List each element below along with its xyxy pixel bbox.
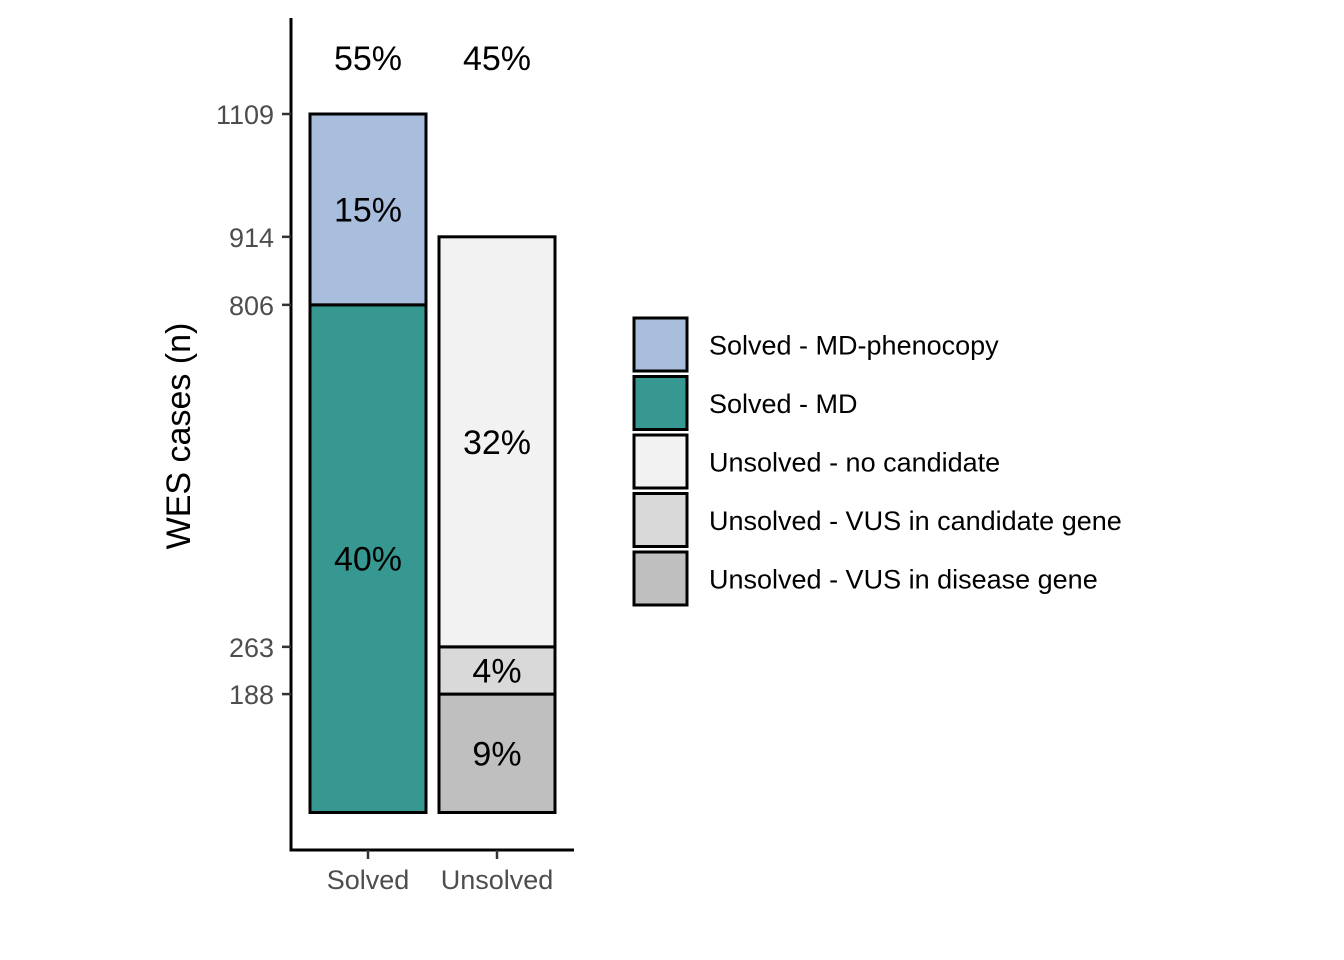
legend-key-unsolved-vus-in-candidate-gene [632, 492, 689, 548]
legend-key-solved-md-phenocopy [632, 316, 689, 373]
bar-segment-unsolved-no-candidate [437, 235, 557, 649]
legend-key-unsolved-no-candidate [632, 433, 689, 490]
bar-segment-unsolved-vus-in-candidate-gene [437, 645, 557, 696]
legend-key-solved-md [632, 375, 689, 431]
legend: Solved - MD-phenocopy Solved - MD Unsolved… [632, 316, 1122, 607]
segment-label-unsolved-vus-in-disease-gene: 9% [472, 735, 521, 773]
legend-label-unsolved-no-candidate: Unsolved - no candidate [709, 448, 1000, 478]
y-tick-label: 914 [229, 223, 274, 253]
segment-label-solved-md: 40% [334, 541, 402, 579]
labels-layer: 40% 15% 9% 4% 32% 55% 45% [334, 40, 531, 773]
bar-segment-solved-md [308, 303, 428, 814]
legend-key-unsolved-vus-in-disease-gene [632, 550, 689, 607]
x-tick-label-solved: Solved [327, 865, 410, 895]
y-tick-label: 188 [229, 680, 274, 710]
legend-label-unsolved-vus-in-disease-gene: Unsolved - VUS in disease gene [709, 565, 1098, 595]
y-axis-title: WES cases (n) [160, 323, 198, 550]
segment-label-unsolved-vus-in-candidate-gene: 4% [472, 652, 521, 690]
legend-label-solved-md-phenocopy: Solved - MD-phenocopy [709, 331, 999, 361]
axes-layer: 188 263 806 914 1109 Solved Unsolved [216, 18, 574, 895]
total-label-solved: 55% [334, 40, 402, 78]
bars-layer [308, 112, 557, 814]
total-label-unsolved: 45% [463, 40, 531, 78]
legend-label-unsolved-vus-in-candidate-gene: Unsolved - VUS in candidate gene [709, 506, 1122, 536]
y-tick-label: 263 [229, 633, 274, 663]
x-tick-label-unsolved: Unsolved [441, 865, 554, 895]
y-tick-label: 806 [229, 291, 274, 321]
segment-label-solved-md-phenocopy: 15% [334, 191, 402, 229]
bar-segment-solved-md-phenocopy [308, 112, 428, 307]
segment-label-unsolved-no-candidate: 32% [463, 424, 531, 462]
legend-label-solved-md: Solved - MD [709, 389, 858, 419]
y-tick-label: 1109 [216, 100, 274, 130]
